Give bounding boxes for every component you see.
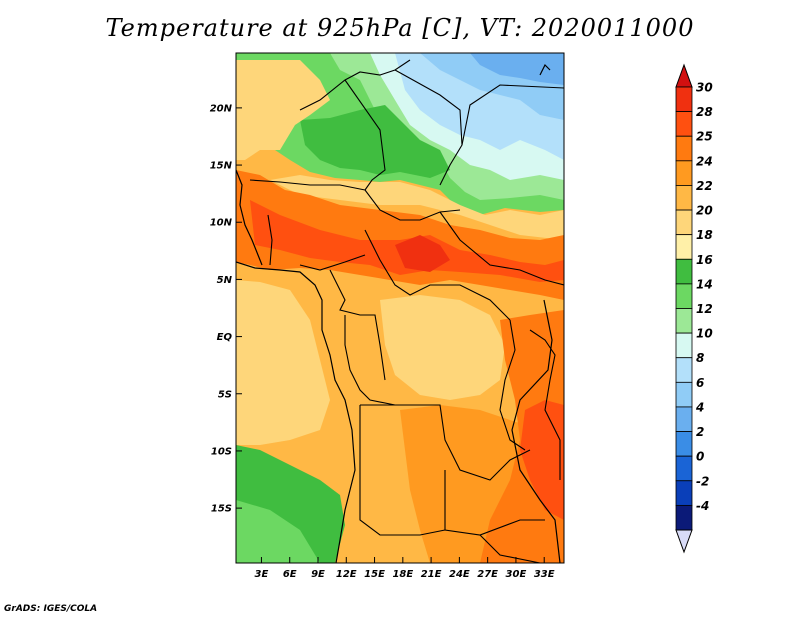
colorbar-label: 2 <box>696 425 704 439</box>
footer-credit: GrADS: IGES/COLA <box>4 604 98 614</box>
lat-tick-label: 5S <box>218 389 232 400</box>
border-line <box>359 405 446 536</box>
lat-tick-label: EQ <box>217 332 233 343</box>
border-line <box>479 534 541 563</box>
colorbar-swatch <box>675 431 693 457</box>
border-line <box>299 254 366 271</box>
field-deepblue-north <box>470 53 564 85</box>
colorbar-label: 18 <box>696 228 713 242</box>
lon-tick-label: 6E <box>283 569 297 580</box>
border-line <box>344 79 386 191</box>
border-line <box>344 315 396 406</box>
colorbar-swatch <box>675 504 693 531</box>
lat-tick-label: 10S <box>211 446 232 457</box>
border-line <box>329 269 386 381</box>
coast-line <box>236 261 356 563</box>
map-frame <box>235 52 565 564</box>
lon-tick-label: 3E <box>255 569 269 580</box>
lat-tick-label: 20N <box>210 103 233 114</box>
coast-line <box>236 169 263 266</box>
border-line <box>360 404 531 481</box>
latitude-axis: 20N 15N 10N 5N EQ 5S 10S 15S <box>210 103 242 515</box>
lon-tick-label: 15E <box>364 569 385 580</box>
map-title: Temperature at 925hPa [C], VT: 202001100… <box>105 14 695 42</box>
colorbar-label: -2 <box>696 474 709 488</box>
longitude-axis: 3E 6E 9E 12E 15E 18E 21E 24E 27E 30E 33E <box>255 557 555 580</box>
colorbar-label: 24 <box>696 154 713 168</box>
colorbar-swatch <box>675 185 693 211</box>
lon-tick-label: 33E <box>534 569 555 580</box>
colorbar-swatch <box>675 332 693 359</box>
colorbar-swatch <box>675 160 693 186</box>
lat-tick-label: 15N <box>210 161 233 172</box>
lon-tick-label: 9E <box>311 569 325 580</box>
lon-tick-label: 21E <box>421 569 442 580</box>
colorbar-label: 14 <box>696 277 713 291</box>
colorbar-label: 30 <box>696 81 713 95</box>
colorbar-bottom-cap <box>675 529 693 554</box>
border-line <box>364 189 461 221</box>
field-lightyellow-atlantic <box>236 280 330 445</box>
field-lightgreen-southwest <box>236 500 320 563</box>
colorbar-label: 4 <box>695 400 704 414</box>
colorbar-label: 12 <box>696 302 713 316</box>
colorbar-swatch <box>675 111 693 137</box>
border-line <box>364 229 511 321</box>
border-line <box>439 211 564 286</box>
field-green-sahel <box>300 105 450 178</box>
lat-tick-label: 15S <box>211 504 232 515</box>
colorbar-label: 8 <box>696 351 704 365</box>
colorbar-label: 28 <box>696 105 713 119</box>
colorbar-swatch <box>675 258 693 285</box>
border-line <box>249 179 366 191</box>
colorbar-swatch <box>675 135 693 162</box>
field-hottest-spot <box>395 235 450 272</box>
border-line <box>499 319 526 451</box>
lon-tick-label: 27E <box>477 569 498 580</box>
colorbar-label: -4 <box>696 499 709 513</box>
colorbar-label: 10 <box>696 327 713 341</box>
temperature-field <box>236 53 564 563</box>
lat-tick-label: 5N <box>217 275 233 286</box>
colorbar-swatch <box>675 357 693 383</box>
border-line <box>529 329 561 480</box>
colorbar-swatch <box>675 234 693 260</box>
field-red-east <box>520 400 564 520</box>
colorbar-label: 22 <box>696 179 713 193</box>
colorbar-swatch <box>675 381 693 408</box>
colorbar-label: 25 <box>696 130 713 144</box>
border-line <box>394 69 463 186</box>
border-line <box>461 84 564 146</box>
colorbar-label: 0 <box>696 450 704 464</box>
colorbar-swatch <box>675 283 693 309</box>
colorbar-label: 20 <box>696 204 713 218</box>
colorbar-swatch <box>675 455 693 482</box>
coast-line <box>539 63 551 76</box>
colorbar-label: 16 <box>696 253 713 267</box>
border-line <box>267 214 273 266</box>
lon-tick-label: 30E <box>506 569 527 580</box>
colorbar-swatch <box>675 480 693 506</box>
colorbar-top-cap <box>675 63 693 88</box>
field-yellow-band <box>270 175 564 240</box>
lat-tick-label: 10N <box>210 218 233 229</box>
coast-line <box>511 299 561 563</box>
lon-tick-label: 18E <box>392 569 413 580</box>
colorbar-swatch <box>675 209 693 236</box>
lon-tick-label: 12E <box>336 569 357 580</box>
lon-tick-label: 24E <box>449 569 470 580</box>
country-borders <box>249 59 564 563</box>
colorbar-swatch <box>675 308 693 334</box>
colorbar-label: 6 <box>696 376 704 390</box>
colorbar-swatch <box>675 406 693 432</box>
coastline <box>236 63 561 563</box>
colorbar-swatch <box>675 86 693 113</box>
field-lightyellow-center <box>380 295 505 400</box>
field-lightyellow-north <box>236 60 330 160</box>
